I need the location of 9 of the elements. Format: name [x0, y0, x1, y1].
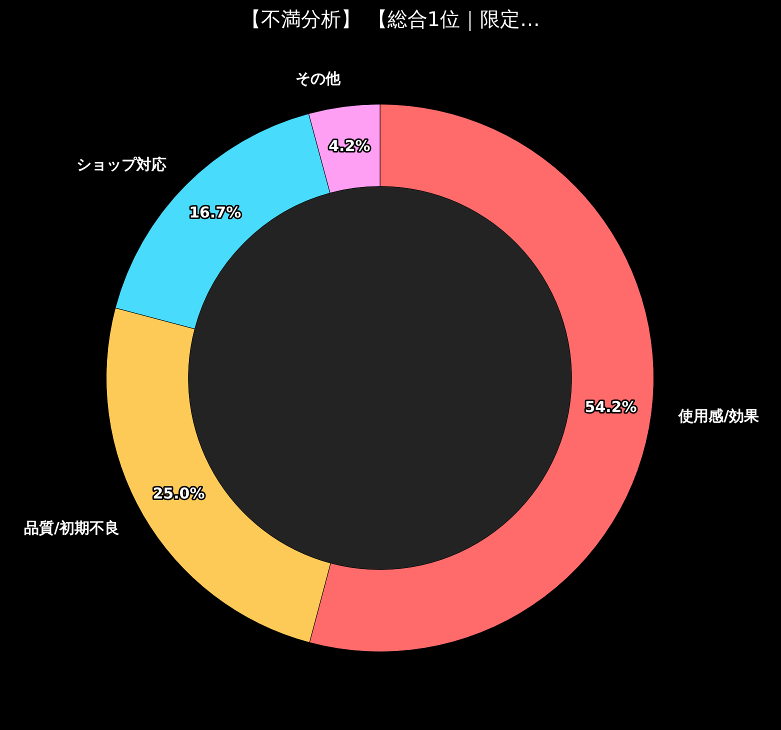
slice-label: ショップ対応	[76, 155, 167, 174]
data-label: 16.7%	[189, 204, 242, 222]
slice-label: 品質/初期不良	[24, 519, 120, 537]
data-label: 25.0%	[152, 484, 205, 503]
data-label: 4.2%	[328, 137, 370, 156]
chart-title: 【不満分析】 【総合1位｜限定…	[240, 6, 542, 33]
data-label: 54.2%	[584, 398, 637, 416]
slice-label: その他	[295, 69, 342, 88]
slice-label: 使用感/効果	[678, 407, 760, 425]
